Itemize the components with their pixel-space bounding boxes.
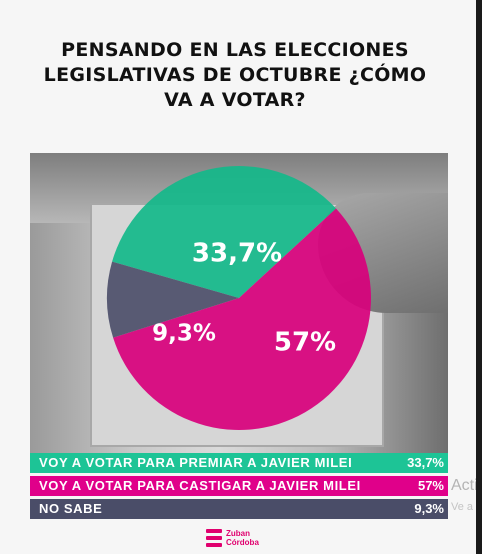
logo-line-2: Córdoba <box>226 538 259 547</box>
legend-row-premiar: VOY A VOTAR PARA PREMIAR A JAVIER MILEI … <box>30 453 448 473</box>
legend-value-premiar: 33,7% <box>407 455 444 470</box>
logo-line-1: Zuban <box>226 529 250 538</box>
legend-label-no-sabe: NO SABE <box>39 501 103 516</box>
chart-title: PENSANDO EN LAS ELECCIONES LEGISLATIVAS … <box>43 39 427 111</box>
logo-mark-icon <box>206 529 222 549</box>
right-edge-border <box>476 0 482 554</box>
legend-row-no-sabe: NO SABE 9,3% <box>30 499 448 519</box>
os-activation-watermark: Acti <box>451 477 478 494</box>
zuban-cordoba-logo: Zuban Córdoba <box>206 527 286 553</box>
logo-wordmark: Zuban Córdoba <box>226 529 259 547</box>
legend-value-no-sabe: 9,3% <box>414 501 444 516</box>
slice-castigar-label: 57% <box>274 328 336 358</box>
pie-chart: 33,7% 57% 9,3% <box>107 166 372 431</box>
legend-value-castigar: 57% <box>417 478 444 493</box>
os-activation-watermark-sub: Ve a <box>451 501 474 513</box>
legend-label-premiar: VOY A VOTAR PARA PREMIAR A JAVIER MILEI <box>39 455 353 470</box>
legend-label-castigar: VOY A VOTAR PARA CASTIGAR A JAVIER MILEI <box>39 478 361 493</box>
slice-no-sabe <box>107 261 239 338</box>
slice-premiar <box>112 166 337 298</box>
legend-row-castigar: VOY A VOTAR PARA CASTIGAR A JAVIER MILEI… <box>30 476 448 496</box>
slice-no-sabe-label: 9,3% <box>152 321 216 347</box>
slice-castigar <box>113 208 372 431</box>
slice-premiar-label: 33,7% <box>192 239 282 269</box>
